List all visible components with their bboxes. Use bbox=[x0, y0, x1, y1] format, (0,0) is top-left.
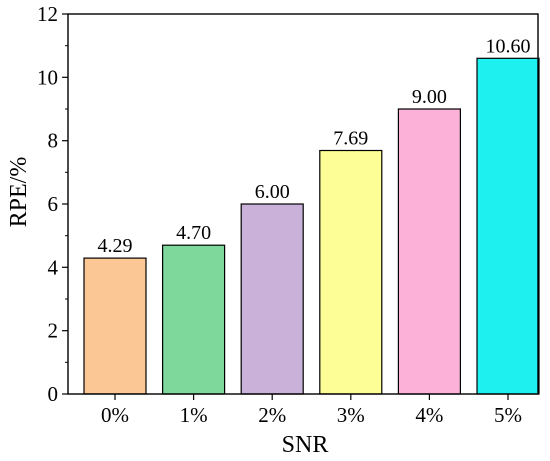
bar-0 bbox=[83, 257, 147, 395]
y-tick-label-4: 8 bbox=[48, 129, 59, 153]
x-axis-title: SNR bbox=[282, 432, 329, 458]
data-label-0: 4.29 bbox=[98, 235, 133, 257]
bar-1 bbox=[162, 244, 226, 395]
bars-layer bbox=[83, 57, 540, 395]
axes-layer: 0% 1% 2% 3% 4% 5% 0 2 4 6 8 10 12 bbox=[37, 2, 539, 427]
x-tick-label-3: 3% bbox=[337, 403, 365, 427]
bar-4 bbox=[397, 108, 461, 395]
y-tick-label-3: 6 bbox=[48, 192, 59, 216]
y-axis-title: RPE/% bbox=[6, 157, 32, 228]
data-label-3: 7.69 bbox=[333, 128, 368, 150]
y-tick-label-6: 12 bbox=[37, 2, 58, 26]
y-tick-label-2: 4 bbox=[48, 255, 59, 279]
data-label-2: 6.00 bbox=[255, 181, 290, 203]
bar-5 bbox=[476, 57, 540, 395]
data-label-4: 9.00 bbox=[412, 86, 447, 108]
x-tick-label-2: 2% bbox=[258, 403, 286, 427]
x-tick-label-5: 5% bbox=[494, 403, 522, 427]
y-tick-label-0: 0 bbox=[48, 382, 59, 406]
x-tick-label-4: 4% bbox=[415, 403, 443, 427]
y-tick-label-1: 2 bbox=[48, 319, 59, 343]
y-tick-label-5: 10 bbox=[37, 65, 58, 89]
data-label-1: 4.70 bbox=[176, 222, 211, 244]
bar-3 bbox=[319, 149, 383, 395]
data-label-5: 10.60 bbox=[486, 35, 531, 57]
x-tick-label-0: 0% bbox=[101, 403, 129, 427]
data-labels-layer: 4.29 4.70 6.00 7.69 9.00 10.60 bbox=[98, 35, 531, 257]
bar-2 bbox=[240, 203, 304, 395]
x-tick-label-1: 1% bbox=[180, 403, 208, 427]
